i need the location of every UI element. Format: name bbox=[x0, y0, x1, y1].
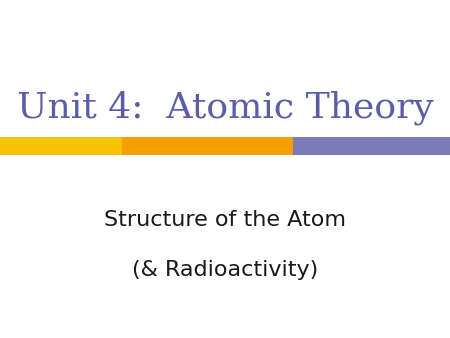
Bar bbox=[0, 137, 122, 155]
Text: (& Radioactivity): (& Radioactivity) bbox=[132, 260, 318, 281]
Text: Structure of the Atom: Structure of the Atom bbox=[104, 210, 346, 230]
Bar bbox=[122, 137, 292, 155]
Text: Unit 4:  Atomic Theory: Unit 4: Atomic Theory bbox=[17, 91, 433, 125]
Bar bbox=[292, 137, 450, 155]
